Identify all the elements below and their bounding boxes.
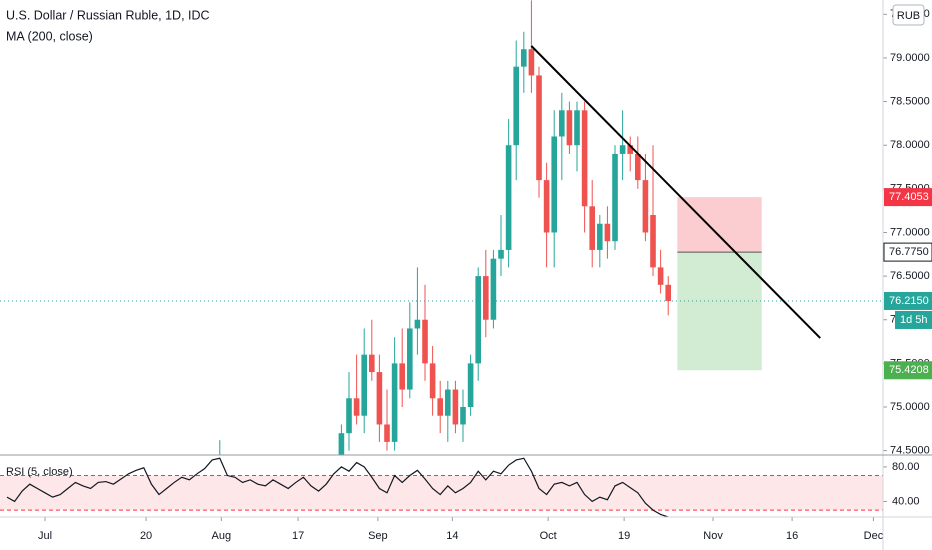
candle-body: [505, 145, 512, 250]
candle-body: [612, 153, 618, 242]
candle-body: [437, 398, 444, 416]
candle-body: [422, 319, 428, 364]
x-tick-label: Aug: [212, 530, 232, 542]
candle-body: [574, 110, 580, 146]
indicator-label: MA (200, close): [6, 29, 93, 43]
rsi-tick-label: 80.00: [892, 461, 920, 473]
price-pane: [0, 0, 883, 455]
candle-body: [429, 363, 436, 399]
candle-body: [338, 433, 345, 455]
x-tick-label: Jul: [38, 530, 52, 542]
candle-body: [407, 328, 413, 390]
y-tick-label: 74.5000: [890, 445, 930, 457]
candle-body: [361, 354, 368, 416]
candle-body: [551, 136, 558, 233]
candle-body: [597, 223, 603, 250]
candle-body: [642, 180, 649, 233]
x-tick-label: 20: [140, 530, 152, 542]
x-tick-label: 17: [292, 530, 304, 542]
candle-body: [346, 398, 352, 434]
candle-body: [414, 319, 421, 329]
candle-body: [399, 363, 406, 390]
trendline: [530, 45, 821, 339]
candle-body: [528, 49, 535, 76]
rsi-line: [6, 457, 669, 517]
candle-body: [490, 258, 497, 320]
candle-body: [627, 145, 634, 154]
price-tag-label: 76.2150: [889, 295, 929, 307]
x-tick-label: 16: [786, 530, 798, 542]
candle-body: [369, 354, 375, 373]
x-tick-label: Nov: [703, 530, 723, 542]
target-zone: [677, 252, 762, 371]
candle-body: [521, 49, 527, 67]
price-tag: [884, 361, 932, 380]
x-tick-label: Oct: [540, 530, 557, 542]
x-tick-label: Dec: [864, 530, 884, 542]
y-tick-label: 77.0000: [890, 226, 930, 238]
candle-body: [657, 267, 664, 285]
rsi-label: RSI (5, close): [6, 466, 73, 478]
candle-body: [460, 407, 466, 425]
candle-body: [619, 145, 626, 154]
candle-body: [604, 223, 611, 242]
candle-body: [376, 372, 383, 425]
currency-label[interactable]: RUB: [897, 10, 920, 22]
candle-body: [581, 110, 588, 207]
candle-body: [353, 398, 360, 416]
price-tag: [884, 291, 932, 310]
candle-body: [475, 276, 482, 364]
price-tag-label: 77.4053: [889, 191, 929, 203]
y-tick-label: 79.0000: [890, 52, 930, 64]
y-tick-label: 75.0000: [890, 401, 930, 413]
price-tag: [883, 242, 932, 262]
countdown-tag: [895, 310, 932, 329]
x-tick-label: 14: [446, 530, 458, 542]
currency-badge[interactable]: [892, 4, 925, 26]
rsi-tick-label: 40.00: [892, 495, 920, 507]
candle-body: [384, 424, 390, 442]
price-tag-label: 76.7750: [889, 246, 929, 258]
candle-body: [445, 389, 451, 416]
stop-zone: [677, 197, 762, 253]
x-tick-label: 19: [618, 530, 630, 542]
symbol-title: U.S. Dollar / Russian Ruble, 1D, IDC: [6, 8, 210, 22]
candle-body: [498, 249, 504, 259]
y-tick-label: 78.5000: [890, 95, 930, 107]
y-tick-label: 76.5000: [890, 270, 930, 282]
candle-body: [559, 110, 565, 137]
candle-body: [467, 363, 474, 408]
candle-body: [536, 75, 542, 181]
x-tick-label: Sep: [368, 530, 388, 542]
candle-body: [635, 153, 641, 181]
price-tag: [884, 188, 932, 207]
candle-body: [543, 180, 550, 233]
candle-body: [665, 284, 672, 301]
overlay: 74.500075.000075.500076.000076.500077.00…: [38, 8, 932, 542]
candle-body: [452, 389, 459, 425]
candle-body: [513, 66, 520, 146]
rsi-pane: [0, 457, 883, 517]
y-tick-label: 78.0000: [890, 139, 930, 151]
candle-body: [391, 363, 398, 442]
candle-body: [650, 215, 656, 268]
countdown-label: 1d 5h: [900, 314, 928, 326]
price-tag-label: 75.4208: [889, 364, 929, 376]
candle-body: [566, 110, 573, 146]
candle-body: [483, 276, 489, 320]
candle-body: [589, 206, 596, 250]
